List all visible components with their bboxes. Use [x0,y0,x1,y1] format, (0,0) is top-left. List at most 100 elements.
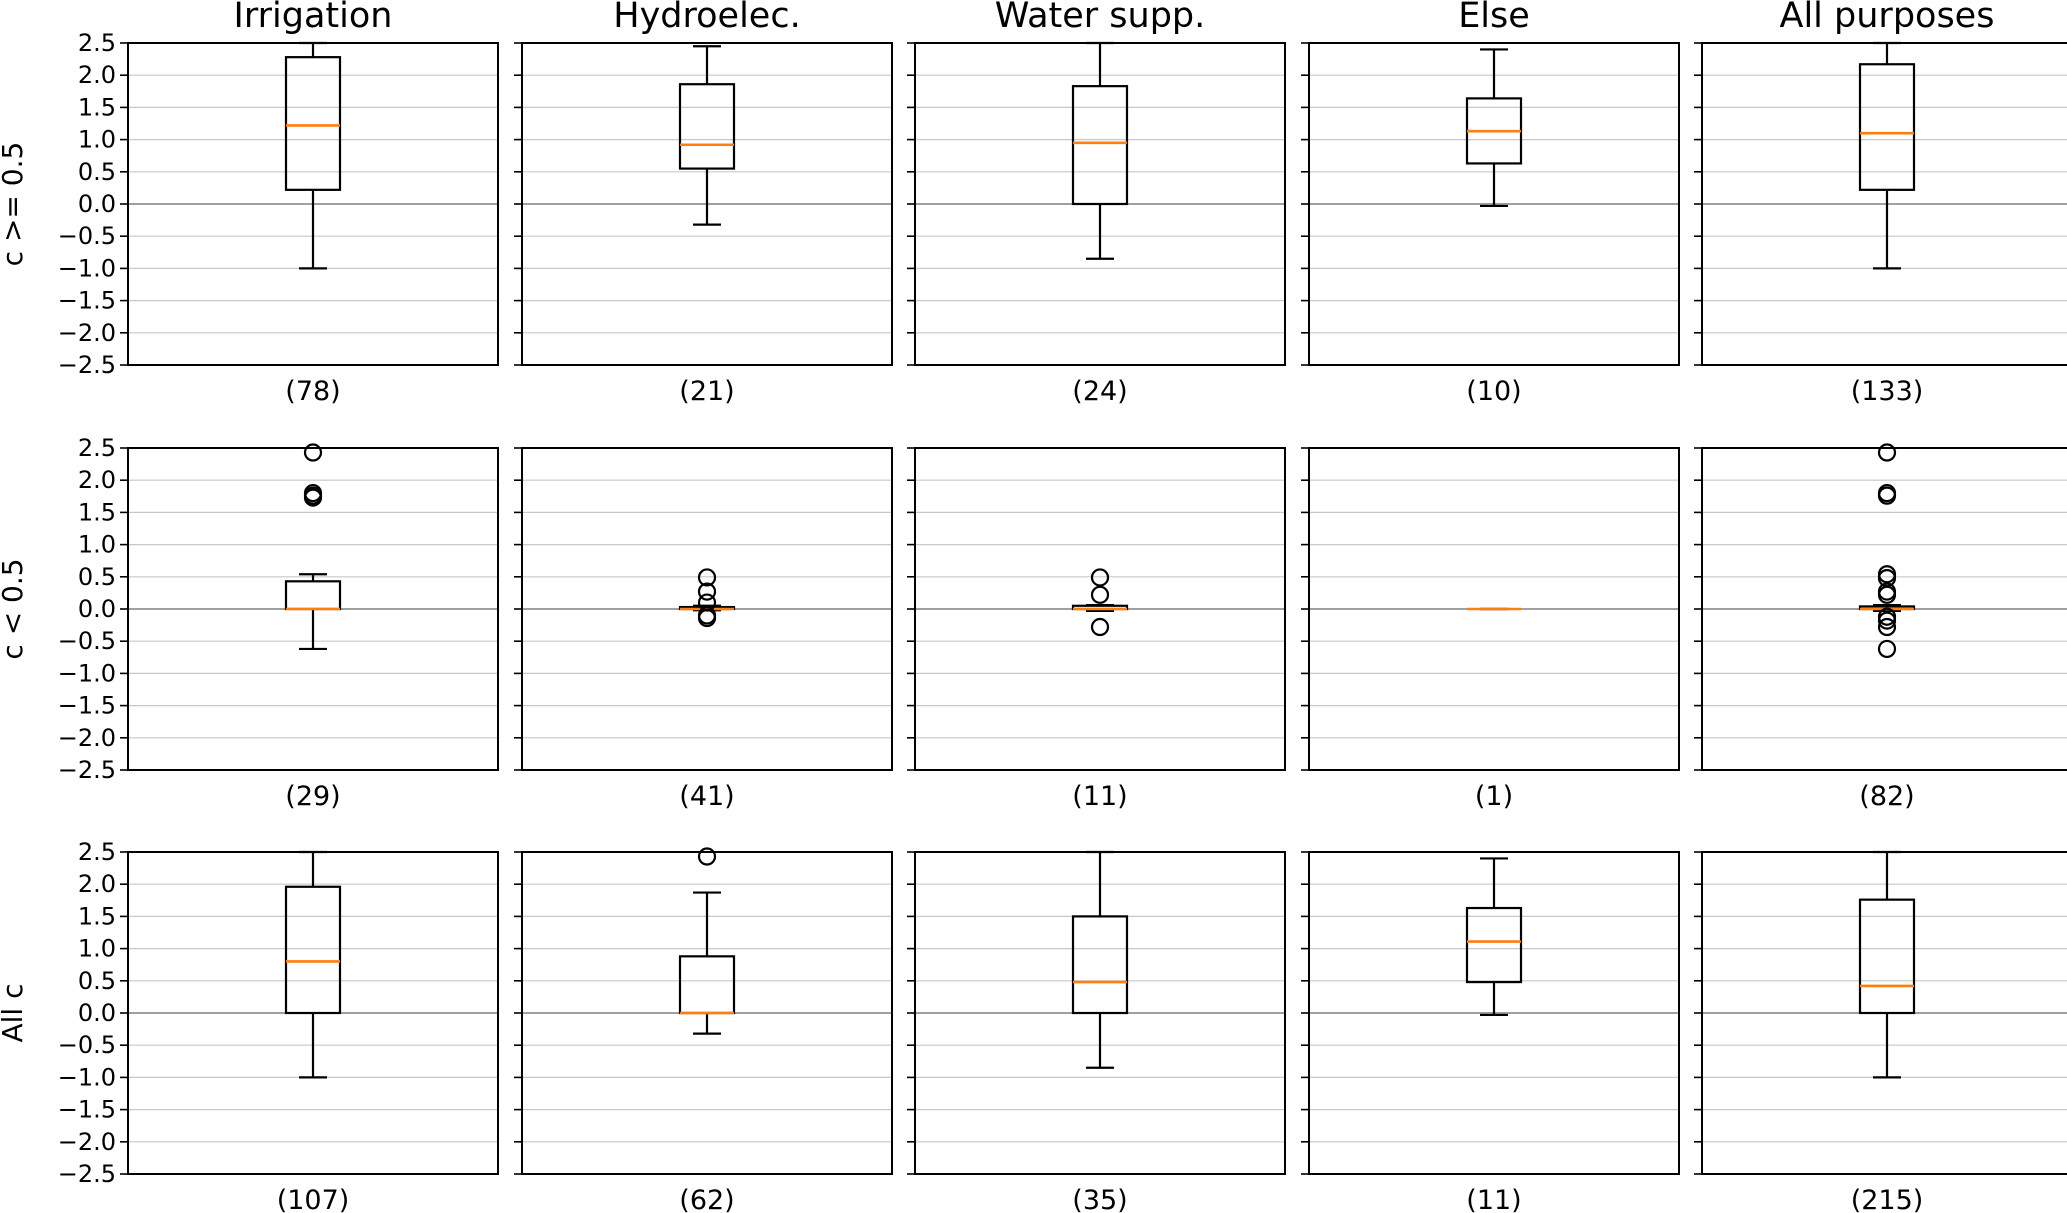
count-label: (62) [679,1185,734,1213]
box [284,885,342,1015]
count-label: (29) [285,781,340,812]
outlier-point [1090,568,1110,587]
count-label: (11) [1466,1185,1521,1213]
y-tick-label: 0.5 [78,158,116,186]
y-tick-label: −2.5 [58,1160,116,1188]
box [1858,898,1916,1015]
outlier-point [1877,639,1897,659]
y-tick-label: 2.5 [78,838,116,866]
y-tick-label: 1.0 [78,531,116,559]
y-tick-label: 1.0 [78,126,116,154]
column-title-water-supp: Water supp. [995,0,1206,36]
y-tick-label: 2.5 [78,434,116,462]
panel-0-0: 2.5 2.0 1.5 1.0 0.5 0.0 −0.5 −1.0 −1.5 −2.0 −2.5 (7… [58,29,499,407]
panels: 2.5 2.0 1.5 1.0 0.5 0.0 −0.5 −1.0 −1.5 −2.0 −2.5 (7… [58,29,2067,1213]
outlier-point [1090,617,1110,637]
y-tick-label: 0.5 [78,967,116,995]
y-tick-label: −1.5 [58,692,116,720]
panel-2-4: (215) [1694,850,2067,1213]
panel-1-3: (1) [1301,447,1680,812]
outlier-point [697,568,717,587]
outlier-point [1090,585,1110,604]
count-label: (82) [1859,781,1914,812]
panel-1-2: (11) [907,447,1286,812]
panel-2-3: (11) [1301,851,1680,1213]
count-label: (11) [1072,781,1127,812]
column-title-else: Else [1458,0,1530,36]
box [678,83,736,170]
row-label-c-ge-0-5: c >= 0.5 [0,142,29,267]
y-tick-label: 2.0 [78,61,116,89]
count-label: (21) [679,376,734,407]
column-title-irrigation: Irrigation [234,0,393,36]
count-label: (10) [1466,376,1521,407]
outlier-point [697,608,717,628]
box [1858,63,1916,191]
count-label: (41) [679,781,734,812]
count-label: (107) [277,1185,350,1213]
y-tick-label: 0.0 [78,595,116,623]
count-label: (133) [1851,376,1924,407]
row-label-c-lt-0-5: c < 0.5 [0,558,29,659]
panel-2-1: (62) [514,847,893,1213]
outlier-point [697,847,717,866]
outlier-point [1877,565,1897,584]
y-tick-label: 1.5 [78,498,116,526]
y-tick-label: −1.0 [58,254,116,282]
panel-1-4: (82) [1694,443,2067,812]
y-tick-label: −2.0 [58,724,116,752]
outlier-point [1877,611,1897,630]
outlier-point [1877,617,1897,637]
panel-2-0: 2.5 2.0 1.5 1.0 0.5 0.0 −0.5 −1.0 −1.5 −2.0 −2.5 (1… [58,838,499,1213]
y-tick-label: 1.5 [78,93,116,121]
y-tick-label: 2.0 [78,870,116,898]
y-tick-label: 2.5 [78,29,116,57]
y-tick-label: 1.0 [78,935,116,963]
outlier-point [303,488,323,507]
column-title-all-purposes: All purposes [1780,0,1995,36]
panel-1-1: (41) [514,447,893,812]
y-tick-label: 1.5 [78,902,116,930]
y-tick-label: −0.5 [58,627,116,655]
box [1071,85,1129,206]
outlier-point [1877,486,1897,505]
box [284,56,342,191]
column-titles: Irrigation Hydroelec. Water supp. Else A… [234,0,1995,36]
y-tick-label: −2.5 [58,756,116,784]
y-tick-label: 2.0 [78,466,116,494]
y-tick-label: −2.5 [58,351,116,379]
outlier-point [303,443,323,462]
y-tick-label: −2.0 [58,319,116,347]
y-tick-label: 0.0 [78,190,116,218]
y-tick-label: −1.0 [58,1063,116,1091]
box [1465,906,1523,984]
panel-0-1: (21) [514,42,893,407]
count-label: (35) [1072,1185,1127,1213]
box [284,580,342,611]
panel-0-4: (133) [1694,41,2067,407]
y-tick-label: −1.5 [58,1096,116,1124]
box [1071,915,1129,1015]
panel-0-2: (24) [907,41,1286,407]
count-label: (1) [1475,781,1513,812]
y-tick-label: −2.0 [58,1128,116,1156]
y-tick-label: −1.0 [58,659,116,687]
count-label: (24) [1072,376,1127,407]
y-tick-label: −0.5 [58,1031,116,1059]
panel-2-2: (35) [907,850,1286,1213]
column-title-hydroelec: Hydroelec. [613,0,800,36]
y-tick-label: 0.5 [78,563,116,591]
outlier-point [697,582,717,601]
y-tick-label: −0.5 [58,222,116,250]
panel-0-3: (10) [1301,42,1680,407]
box [678,955,736,1015]
count-label: (215) [1851,1185,1924,1213]
panel-1-0: 2.5 2.0 1.5 1.0 0.5 0.0 −0.5 −1.0 −1.5 −2.0 −2.5 (2… [58,434,499,812]
y-tick-label: 0.0 [78,999,116,1027]
outlier-point [1877,585,1897,604]
y-tick-label: −1.5 [58,287,116,315]
outlier-point [1877,443,1897,462]
row-labels: c >= 0.5 c < 0.5 All c [0,142,29,1043]
count-label: (78) [285,376,340,407]
